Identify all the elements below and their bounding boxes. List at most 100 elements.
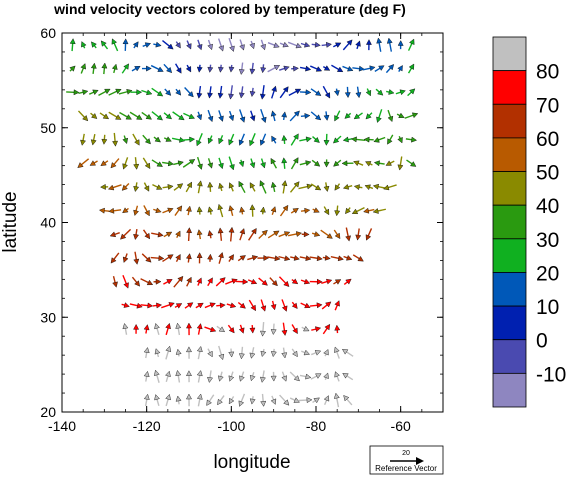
wind-vector [187, 277, 192, 286]
wind-vector [290, 182, 299, 193]
wind-vector [271, 324, 276, 335]
wind-vector [250, 88, 255, 97]
wind-vector [356, 41, 361, 49]
wind-vector [257, 255, 268, 260]
wind-vector [166, 346, 171, 359]
wind-vector [300, 256, 311, 261]
wind-vector [324, 111, 329, 120]
colorbar-label: 60 [536, 128, 559, 151]
wind-vector [208, 207, 213, 215]
wind-vector [250, 111, 255, 121]
wind-vector [207, 370, 212, 382]
wind-vector [239, 372, 244, 382]
wind-vector [290, 372, 299, 381]
wind-vector [123, 323, 128, 334]
wind-vector [397, 113, 404, 118]
wind-vector [363, 66, 375, 71]
wind-vector [282, 180, 287, 193]
wind-vector [165, 371, 170, 382]
wind-vector [280, 87, 288, 98]
wind-vector [259, 230, 268, 238]
wind-vector [90, 161, 98, 166]
wind-vector [123, 208, 129, 213]
wind-vector [288, 42, 301, 48]
wind-vector [280, 205, 288, 216]
wind-vector [197, 278, 202, 286]
wind-vector [334, 347, 339, 359]
wind-vector [261, 40, 266, 50]
wind-vector [311, 184, 321, 190]
wind-vector [197, 86, 202, 98]
wind-vector [176, 370, 181, 382]
colorbar-segment [493, 239, 526, 273]
wind-vector [279, 277, 289, 287]
wind-vector [143, 43, 151, 48]
wind-vector [249, 228, 257, 240]
wind-vector [99, 208, 109, 213]
wind-vector [197, 370, 202, 382]
colorbar-segment [493, 104, 526, 138]
wind-vector [247, 255, 257, 260]
wind-vector [197, 181, 202, 193]
wind-vector [343, 137, 352, 142]
wind-vector [250, 63, 255, 74]
wind-vector [374, 161, 384, 166]
wind-vector [164, 137, 171, 142]
wind-vector [144, 394, 149, 406]
y-tick-label: 20 [40, 404, 56, 420]
wind-vector [196, 303, 203, 308]
wind-vector [290, 111, 299, 121]
wind-vector [250, 347, 255, 358]
wind-vector [250, 159, 255, 169]
wind-vector [218, 183, 223, 191]
wind-vector [111, 253, 119, 263]
x-tick-label: -120 [133, 418, 161, 434]
wind-vector [81, 64, 86, 74]
wind-vector [123, 39, 128, 51]
wind-vector [322, 42, 332, 47]
wind-vector [229, 157, 234, 170]
wind-vector [334, 111, 339, 121]
wind-vector [183, 159, 195, 167]
wind-vector [282, 158, 287, 169]
wind-vector [271, 396, 276, 405]
x-tick-label: -140 [48, 418, 76, 434]
wind-vector [154, 323, 159, 334]
wind-vector [122, 303, 130, 308]
wind-vector [208, 136, 213, 144]
wind-vector [155, 395, 160, 406]
wind-vector [271, 182, 276, 192]
wind-vector [291, 66, 298, 71]
wind-vector [208, 230, 213, 238]
wind-vector [196, 133, 202, 146]
wind-vector [153, 279, 161, 284]
colorbar-label: 50 [536, 162, 559, 185]
wind-vector [216, 278, 225, 286]
wind-vector [134, 252, 139, 265]
wind-vector [323, 86, 330, 98]
colorbar-segment [493, 37, 526, 71]
wind-vector [260, 371, 265, 383]
wind-vector [299, 397, 312, 402]
wind-vector [134, 182, 139, 191]
wind-vector [91, 113, 97, 118]
wind-vector [239, 181, 245, 192]
wind-vector [301, 113, 310, 118]
wind-vector [300, 161, 311, 166]
wind-vector [229, 205, 234, 215]
wind-vector [299, 137, 311, 142]
wind-vector [302, 326, 309, 331]
wind-vector [387, 135, 392, 144]
wind-vector [208, 278, 213, 286]
wind-vector [218, 65, 223, 73]
wind-vector [398, 136, 403, 143]
wind-vector [249, 300, 255, 311]
wind-vector [218, 158, 223, 169]
wind-vector [144, 230, 150, 239]
wind-vector [219, 135, 224, 144]
wind-vector [227, 303, 236, 308]
wind-vector [334, 89, 339, 96]
wind-vector [260, 85, 265, 99]
wind-vector [260, 181, 266, 194]
